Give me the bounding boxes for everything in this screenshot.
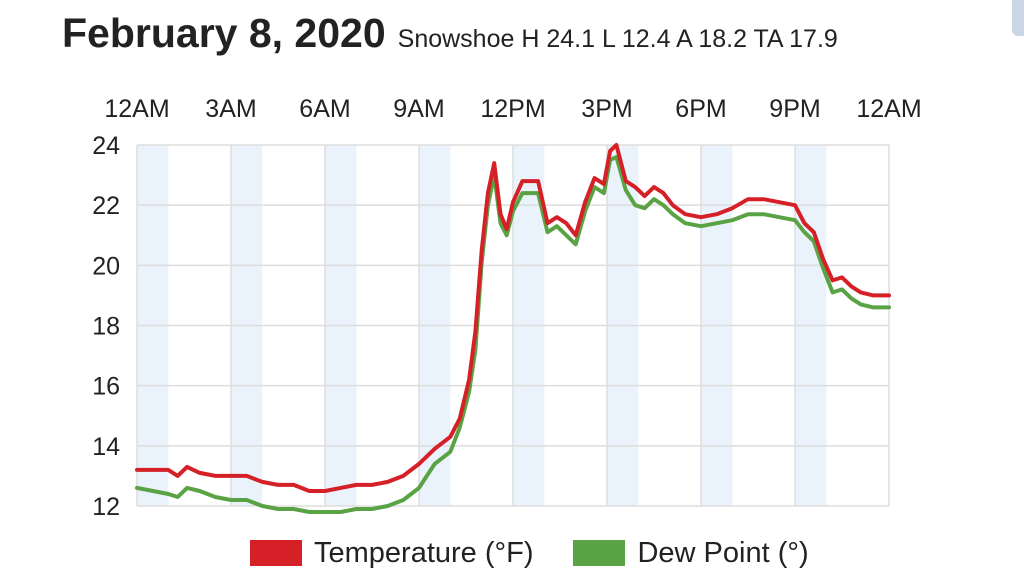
x-tick-label-6: 6PM xyxy=(675,95,726,123)
legend-item-dew-point: Dew Point (°) xyxy=(573,536,809,570)
x-tick-label-3: 9AM xyxy=(393,95,444,123)
y-tick-label-18: 18 xyxy=(92,313,120,341)
legend-swatch-temperature xyxy=(250,540,302,566)
page-title: February 8, 2020 xyxy=(62,10,386,56)
x-tick-label-7: 9PM xyxy=(769,95,820,123)
x-tick-label-8: 12AM xyxy=(856,95,921,123)
series-lines xyxy=(135,143,891,514)
y-tick-label-24: 24 xyxy=(92,132,120,160)
y-tick-label-14: 14 xyxy=(92,433,120,461)
legend-label-dew-point: Dew Point (°) xyxy=(637,536,809,569)
legend-item-temperature: Temperature (°F) xyxy=(250,537,533,570)
x-tick-label-5: 3PM xyxy=(581,95,632,123)
y-axis-labels: 12 14 16 18 20 22 24 xyxy=(92,132,120,521)
series-line-temperature xyxy=(135,143,891,493)
x-tick-label-4: 12PM xyxy=(480,95,545,123)
y-tick-label-22: 22 xyxy=(92,192,120,220)
x-tick-label-2: 6AM xyxy=(299,95,350,123)
x-axis-labels: 12AM 3AM 6AM 9AM 12PM 3PM 6PM 9PM 12AM xyxy=(104,95,921,123)
chart-header: February 8, 2020 Snowshoe H 24.1 L 12.4 … xyxy=(62,10,838,66)
edge-tab xyxy=(1012,0,1024,36)
grid-lines xyxy=(136,144,890,507)
legend-label-temperature: Temperature (°F) xyxy=(314,536,534,569)
y-tick-label-16: 16 xyxy=(92,373,120,401)
station-summary: Snowshoe H 24.1 L 12.4 A 18.2 TA 17.9 xyxy=(397,25,838,53)
y-tick-label-12: 12 xyxy=(92,493,120,521)
legend-swatch-dew-point xyxy=(573,540,626,566)
y-tick-label-20: 20 xyxy=(92,252,120,280)
series-line-dew-point xyxy=(135,155,891,514)
legend: Temperature (°F) Dew Point (°) xyxy=(250,533,849,573)
x-tick-label-1: 3AM xyxy=(205,95,256,123)
x-tick-label-0: 12AM xyxy=(104,95,169,123)
